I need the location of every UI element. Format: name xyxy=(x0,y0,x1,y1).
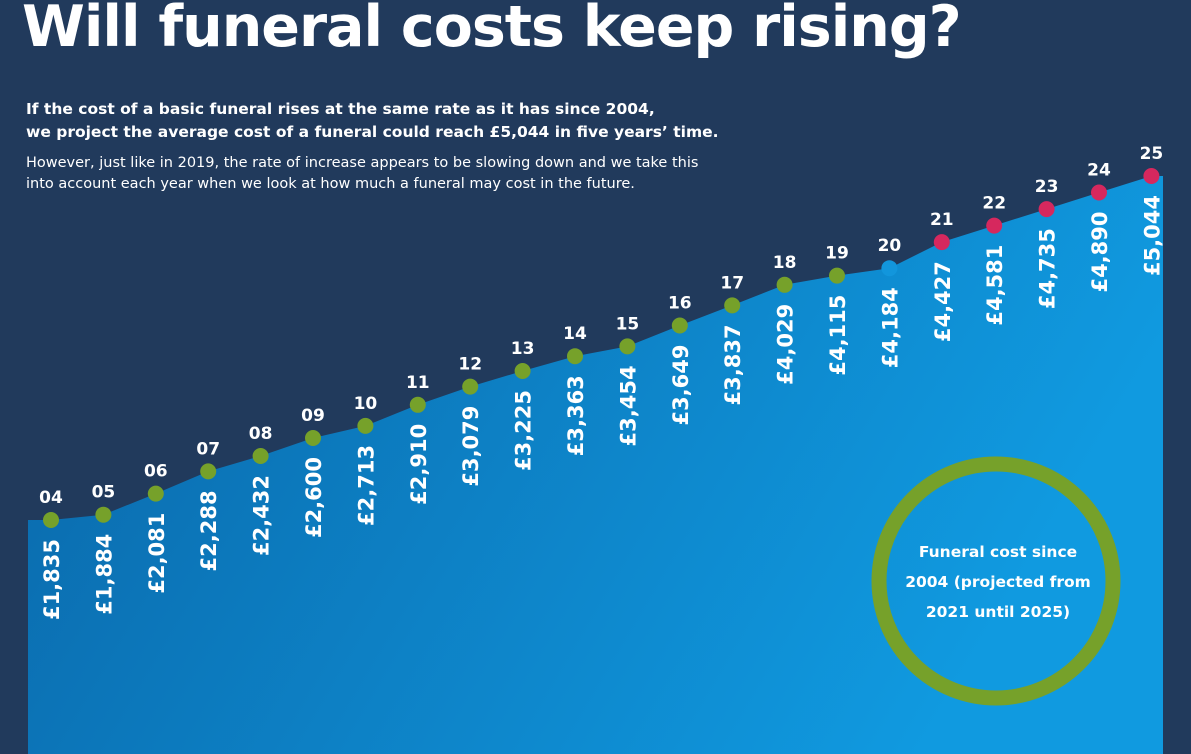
year-label-21: 21 xyxy=(930,210,954,230)
value-label-24: £4,890 xyxy=(1088,212,1112,293)
year-label-10: 10 xyxy=(354,394,378,414)
value-label-15: £3,454 xyxy=(616,365,640,446)
year-label-04: 04 xyxy=(39,488,63,508)
data-point-24 xyxy=(1091,184,1107,201)
year-label-19: 19 xyxy=(825,244,849,264)
data-point-14 xyxy=(567,348,583,365)
value-label-07: £2,288 xyxy=(197,490,221,571)
chart-marks: 04 £1,835 05 £1,884 06 £2,081 07 £2,288 08 £2,432… xyxy=(39,144,1164,620)
value-label-22: £4,581 xyxy=(983,245,1007,326)
note-line-1: However, just like in 2019, the rate of … xyxy=(26,155,699,171)
year-label-05: 05 xyxy=(92,483,116,503)
year-label-22: 22 xyxy=(982,194,1006,214)
data-point-16 xyxy=(671,317,688,334)
data-point-15 xyxy=(619,338,636,355)
circle-label-line-3: 2021 until 2025) xyxy=(925,603,1071,621)
data-point-21 xyxy=(933,234,950,251)
data-point-11 xyxy=(409,396,426,413)
value-label-17: £3,837 xyxy=(721,324,745,405)
value-label-23: £4,735 xyxy=(1036,228,1060,309)
value-label-04: £1,835 xyxy=(40,539,64,620)
note-line-2: into account each year when we look at h… xyxy=(26,176,635,192)
year-label-23: 23 xyxy=(1035,177,1059,197)
value-label-18: £4,029 xyxy=(774,304,798,385)
data-point-08 xyxy=(252,448,269,464)
value-label-11: £2,910 xyxy=(407,424,431,505)
intro-line-2: we project the average cost of a funeral… xyxy=(26,123,719,141)
value-label-20: £4,184 xyxy=(878,287,902,368)
value-label-08: £2,432 xyxy=(250,475,274,556)
data-point-05 xyxy=(95,506,112,523)
intro-text: If the cost of a basic funeral rises at … xyxy=(26,98,719,144)
data-point-18 xyxy=(776,276,793,293)
year-label-25: 25 xyxy=(1140,144,1164,164)
year-label-15: 15 xyxy=(616,314,640,334)
data-point-22 xyxy=(986,217,1003,234)
year-label-17: 17 xyxy=(720,273,744,293)
data-point-25 xyxy=(1143,168,1160,184)
data-point-23 xyxy=(1038,201,1055,218)
year-label-09: 09 xyxy=(301,406,325,426)
value-label-21: £4,427 xyxy=(931,261,955,342)
year-label-18: 18 xyxy=(773,253,797,273)
data-point-06 xyxy=(147,485,164,502)
data-point-19 xyxy=(829,267,845,284)
value-label-05: £1,884 xyxy=(92,534,116,615)
data-point-13 xyxy=(514,363,531,379)
year-label-13: 13 xyxy=(511,339,535,359)
circle-label-line-2: 2004 (projected from xyxy=(905,573,1091,591)
summary-ring xyxy=(871,456,1121,706)
value-label-16: £3,649 xyxy=(669,345,693,426)
year-label-11: 11 xyxy=(406,373,430,393)
data-point-12 xyxy=(462,378,479,395)
page-title: Will funeral costs keep rising? xyxy=(22,0,962,60)
data-point-20 xyxy=(881,260,898,277)
circle-label-line-1: Funeral cost since xyxy=(918,543,1078,561)
year-label-12: 12 xyxy=(458,355,482,375)
year-label-06: 06 xyxy=(144,462,168,482)
value-label-12: £3,079 xyxy=(459,406,483,487)
note-text: However, just like in 2019, the rate of … xyxy=(26,153,698,195)
data-point-10 xyxy=(357,417,374,434)
value-label-10: £2,713 xyxy=(354,445,378,526)
value-label-13: £3,225 xyxy=(512,390,536,471)
intro-line-1: If the cost of a basic funeral rises at … xyxy=(26,100,655,118)
circle-label: Funeral cost since 2004 (projected from … xyxy=(886,537,1110,627)
value-label-19: £4,115 xyxy=(826,295,850,376)
value-label-06: £2,081 xyxy=(145,513,169,594)
data-point-09 xyxy=(305,430,321,446)
data-point-04 xyxy=(43,512,59,528)
year-label-16: 16 xyxy=(668,294,692,314)
year-label-08: 08 xyxy=(249,424,273,444)
value-label-09: £2,600 xyxy=(302,457,326,538)
year-label-20: 20 xyxy=(878,236,902,256)
year-label-07: 07 xyxy=(196,439,220,459)
year-label-14: 14 xyxy=(563,324,587,344)
data-point-17 xyxy=(724,297,741,314)
year-label-24: 24 xyxy=(1087,161,1111,181)
data-point-07 xyxy=(200,463,217,480)
value-label-25: £5,044 xyxy=(1140,195,1164,276)
value-label-14: £3,363 xyxy=(564,375,588,456)
